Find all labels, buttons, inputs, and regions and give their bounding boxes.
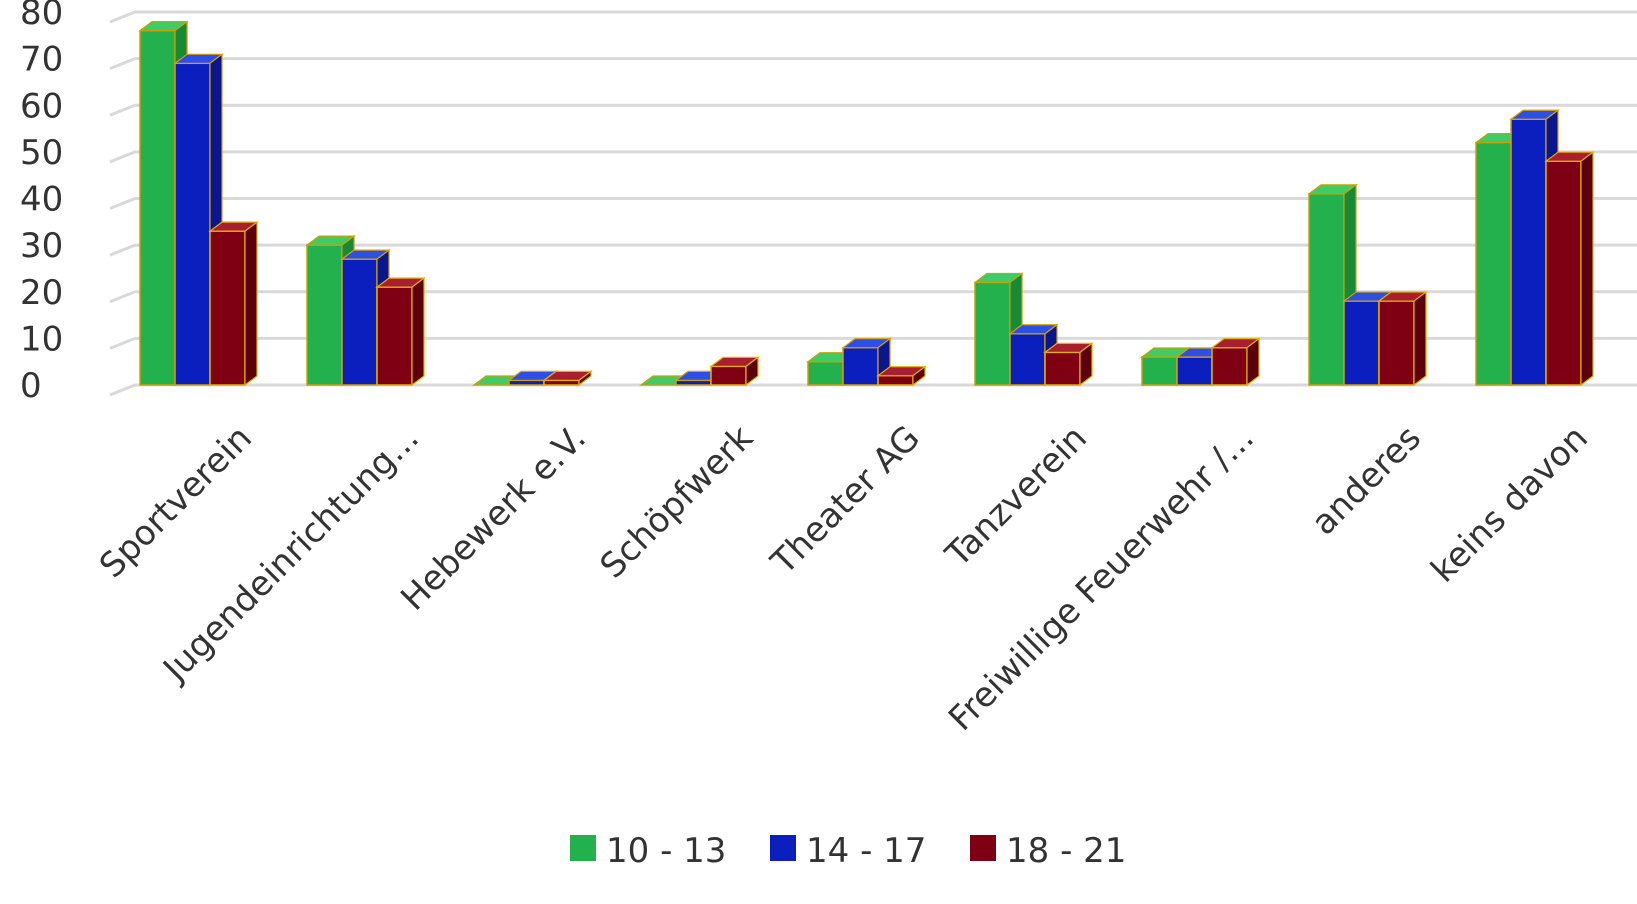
y-axis-ticks: 0 10 20 30 40 50 60 70 80 [20,0,63,406]
x-tick-label: Sportverein [92,418,260,586]
y-tick-label: 40 [20,180,63,220]
bar-front [1511,119,1546,385]
bar-front [1142,357,1177,385]
y-tick-label: 0 [20,366,42,406]
x-tick-label: Schöpfwerk [593,418,761,586]
gridline [110,199,1637,209]
gridline [110,59,1637,69]
x-tick-label: anderes [1304,418,1429,543]
bar-front [210,231,245,385]
bar-front [1309,194,1344,385]
bar-front [711,366,746,385]
bar-front [878,376,913,385]
bar-front [1010,334,1045,385]
bar-side [412,278,424,385]
bar-front [544,380,579,385]
bar-front [1212,348,1247,385]
bar [1212,339,1259,385]
legend: 10 - 13 14 - 17 18 - 21 [570,831,1126,871]
y-tick-label: 50 [20,133,63,173]
bar [1379,292,1426,385]
gridline [110,12,1637,22]
bar [377,278,424,385]
bar-front [377,287,412,385]
bar-front [1344,301,1379,385]
legend-label: 10 - 13 [606,831,726,871]
legend-label: 18 - 21 [1006,831,1126,871]
legend-swatch [970,835,996,861]
bar-front [808,362,843,385]
legend-item: 10 - 13 [570,831,726,871]
bar [711,357,758,385]
bar-front [1379,301,1414,385]
gridline [110,152,1637,162]
x-tick-label: Theater AG [763,418,928,583]
y-tick-label: 10 [20,319,63,359]
bar-front [307,245,342,385]
bar [210,222,257,385]
x-tick-label: keins davon [1423,418,1595,590]
bar-front [676,380,711,385]
gridline [110,385,1637,395]
y-tick-label: 60 [20,86,63,126]
legend-label: 14 - 17 [806,831,926,871]
bar-side [245,222,257,385]
bar-front [843,348,878,385]
bar-front [509,380,544,385]
bar-front [1476,143,1511,385]
legend-swatch [770,835,796,861]
bar-side [1581,152,1593,385]
legend-item: 14 - 17 [770,831,926,871]
y-tick-label: 80 [20,0,63,33]
bar-side [1414,292,1426,385]
legend-swatch [570,835,596,861]
bar-front [1546,161,1581,385]
y-tick-label: 30 [20,226,63,266]
bar-front [342,259,377,385]
bar-front [140,31,175,385]
x-axis-ticks: SportvereinJugendeinrichtung...Hebewerk … [92,418,1596,739]
x-tick-label: Freiwillige Feuerwehr /... [941,418,1262,739]
bar [1045,343,1092,385]
bar [1546,152,1593,385]
bar-front [1045,352,1080,385]
bar-front [1177,357,1212,385]
bar-side [1247,339,1259,385]
legend-item: 18 - 21 [970,831,1126,871]
x-tick-label: Tanzverein [937,418,1094,575]
bar-front [975,282,1010,385]
bar-front [175,63,210,385]
y-tick-label: 70 [20,40,63,80]
gridline [110,105,1637,115]
y-tick-label: 20 [20,273,63,313]
bars-layer [140,22,1593,385]
